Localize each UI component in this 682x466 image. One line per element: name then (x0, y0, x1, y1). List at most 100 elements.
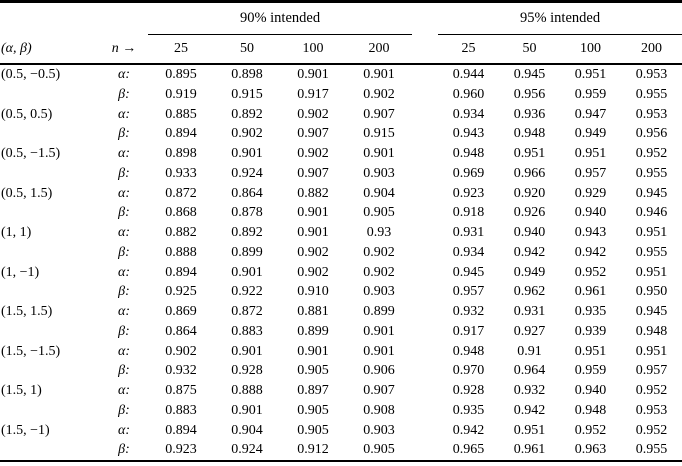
table-row: (0.5, −0.5) α: 0.895 0.898 0.901 0.901 0… (0, 64, 682, 85)
value-cell-90-n25: 0.883 (165, 402, 197, 418)
value-cell-95-n200: 0.953 (635, 67, 668, 82)
value-cell-90-n50: 0.924 (231, 165, 263, 181)
table-row: β: 0.933 0.924 0.907 0.903 0.969 0.966 0… (0, 164, 682, 184)
value-cell-95-n100: 0.959 (574, 363, 607, 379)
value-cell-90-n25: 0.869 (165, 304, 197, 319)
pair-label: (0.5, 0.5) (1, 106, 53, 122)
value-cell-95-n25: 0.942 (452, 422, 485, 438)
column-gap (412, 361, 438, 381)
value-cell-90-n25: 0.885 (165, 106, 197, 122)
table-row: (0.5, 0.5) α: 0.885 0.892 0.902 0.907 0.… (0, 105, 682, 125)
value-cell-95-n100: 0.942 (574, 244, 607, 260)
table-row: (0.5, 1.5) α: 0.872 0.864 0.882 0.904 0.… (0, 184, 682, 204)
table-row: (1.5, −1.5) α: 0.902 0.901 0.901 0.901 0… (0, 342, 682, 362)
value-cell-90-n50: 0.924 (231, 442, 263, 458)
column-gap (412, 34, 439, 65)
row-sub-label: α: (117, 264, 130, 280)
value-cell-90-n100: 0.907 (297, 165, 329, 181)
value-cell-90-n200: 0.903 (363, 422, 395, 438)
column-gap (412, 342, 438, 362)
value-cell-95-n100: 0.957 (574, 165, 607, 181)
value-cell-90-n50: 0.904 (231, 422, 263, 438)
value-cell-95-n200: 0.951 (635, 264, 668, 280)
value-cell-90-n25: 0.882 (165, 225, 197, 240)
value-cell-95-n50: 0.926 (513, 205, 546, 221)
value-cell-95-n25: 0.970 (452, 363, 485, 379)
row-sub-label: α: (117, 343, 130, 359)
column-gap (412, 164, 438, 184)
value-cell-90-n200: 0.902 (363, 86, 395, 102)
value-cell-90-n200: 0.903 (363, 165, 395, 181)
value-cell-90-n25: 0.932 (165, 363, 197, 379)
pair-label (0, 164, 100, 184)
value-cell-90-n25: 0.923 (165, 442, 197, 458)
row-sub-label: β: (118, 86, 130, 102)
pair-label: (1.5, −1.5) (1, 343, 61, 359)
column-gap (412, 381, 438, 401)
table-row: (1, 1) α: 0.882 0.892 0.901 0.93 0.931 0… (0, 223, 682, 243)
col-header-95-n200: 200 (621, 34, 682, 65)
value-cell-90-n50: 0.864 (231, 185, 263, 201)
pair-label (0, 322, 100, 342)
group-header-row: 90% intended 95% intended (0, 1, 682, 35)
value-cell-90-n50: 0.901 (231, 343, 263, 359)
value-cell-90-n200: 0.901 (363, 146, 395, 161)
col-header-95-n100: 100 (560, 34, 622, 65)
value-cell-95-n50: 0.91 (517, 343, 542, 359)
column-gap (412, 64, 438, 85)
row-sub-label: β: (118, 126, 130, 142)
value-cell-95-n100: 0.963 (574, 442, 607, 458)
column-gap (412, 124, 438, 144)
pair-label (0, 401, 100, 421)
value-cell-95-n100: 0.951 (574, 67, 607, 82)
value-cell-95-n50: 0.920 (513, 185, 546, 201)
value-cell-95-n25: 0.969 (452, 165, 485, 181)
table-row: β: 0.883 0.901 0.905 0.908 0.935 0.942 0… (0, 401, 682, 421)
column-gap (412, 263, 438, 283)
value-cell-90-n25: 0.919 (165, 86, 197, 102)
value-cell-95-n50: 0.961 (513, 442, 546, 458)
value-cell-95-n50: 0.948 (513, 126, 546, 142)
value-cell-90-n100: 0.902 (297, 264, 329, 280)
value-cell-90-n50: 0.878 (231, 205, 263, 221)
value-cell-95-n50: 0.931 (513, 304, 546, 319)
value-cell-95-n100: 0.929 (574, 185, 607, 201)
table-row: β: 0.868 0.878 0.901 0.905 0.918 0.926 0… (0, 203, 682, 223)
value-cell-95-n100: 0.949 (574, 126, 607, 142)
value-cell-95-n25: 0.934 (452, 244, 485, 260)
value-cell-90-n100: 0.917 (297, 86, 329, 102)
value-cell-95-n100: 0.961 (574, 284, 607, 300)
value-cell-95-n50: 0.942 (513, 402, 546, 418)
value-cell-90-n50: 0.901 (231, 402, 263, 418)
column-gap (412, 243, 438, 263)
table-row: (1, −1) α: 0.894 0.901 0.902 0.902 0.945… (0, 263, 682, 283)
value-cell-90-n100: 0.905 (297, 422, 329, 438)
group-gap (412, 2, 438, 35)
value-cell-90-n200: 0.899 (363, 304, 395, 319)
value-cell-95-n200: 0.952 (635, 422, 668, 438)
column-gap (412, 302, 438, 322)
col-header-90-n100: 100 (280, 34, 346, 65)
value-cell-90-n25: 0.872 (165, 185, 197, 201)
value-cell-90-n100: 0.902 (297, 244, 329, 260)
value-cell-90-n50: 0.922 (231, 284, 263, 300)
value-cell-90-n50: 0.898 (231, 67, 263, 82)
value-cell-90-n100: 0.901 (297, 225, 329, 240)
value-cell-95-n100: 0.951 (574, 343, 607, 359)
pair-label (0, 203, 100, 223)
value-cell-90-n100: 0.899 (297, 323, 329, 339)
table-row: β: 0.894 0.902 0.907 0.915 0.943 0.948 0… (0, 124, 682, 144)
pair-label: (0.5, 1.5) (1, 185, 53, 201)
value-cell-95-n200: 0.955 (635, 244, 668, 260)
value-cell-90-n200: 0.907 (363, 106, 395, 122)
value-cell-95-n200: 0.952 (635, 146, 668, 161)
value-cell-90-n100: 0.912 (297, 442, 329, 458)
n-column-header: n → (100, 34, 148, 65)
value-cell-95-n25: 0.917 (452, 323, 485, 339)
value-cell-90-n200: 0.902 (363, 264, 395, 280)
value-cell-95-n100: 0.947 (574, 106, 607, 122)
value-cell-90-n50: 0.901 (231, 264, 263, 280)
value-cell-95-n50: 0.940 (513, 225, 546, 240)
value-cell-95-n200: 0.950 (635, 284, 668, 300)
row-sub-label: α: (117, 422, 130, 438)
